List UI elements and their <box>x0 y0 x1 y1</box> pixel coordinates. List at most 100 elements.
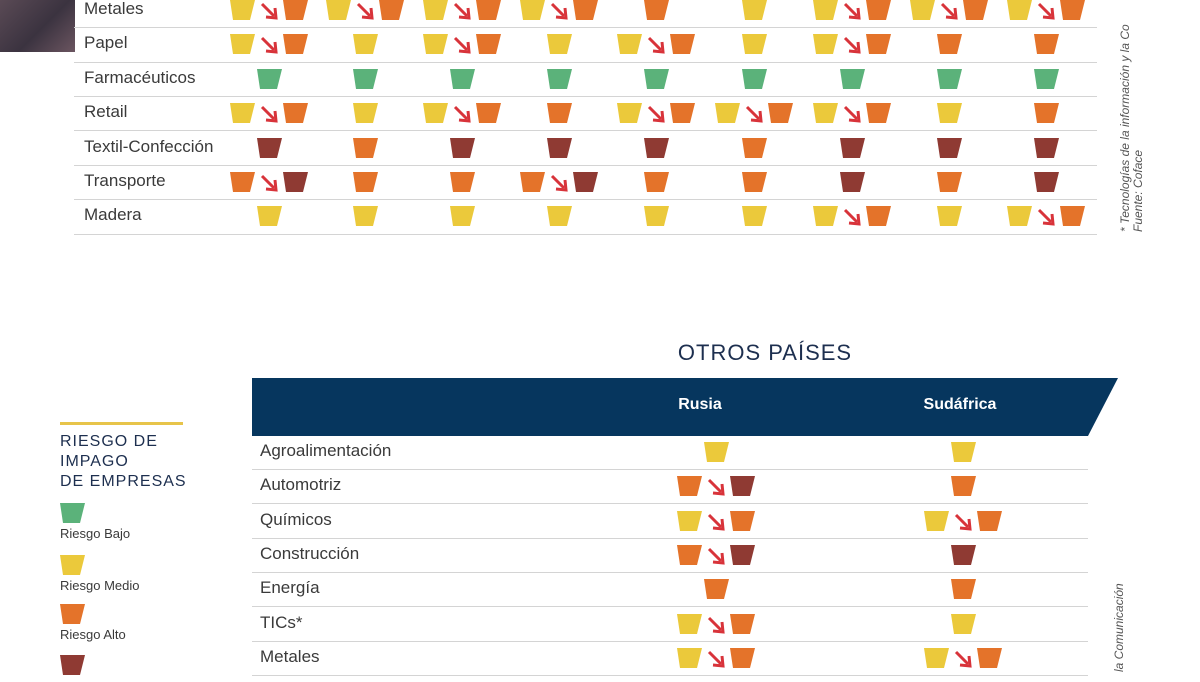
risk-flag <box>1034 68 1059 89</box>
risk-to-flag <box>866 34 891 55</box>
risk-to-flag <box>730 613 755 634</box>
table-cell <box>715 101 795 124</box>
downgrade-arrow-icon <box>453 2 471 20</box>
table-cell <box>326 0 406 20</box>
risk-to-flag <box>730 510 755 531</box>
table-cell <box>741 67 769 89</box>
legend-rule <box>60 422 183 425</box>
downgrade-arrow-icon <box>453 37 471 55</box>
table-cell <box>703 577 731 600</box>
risk-from-flag <box>813 103 838 124</box>
table-cell <box>449 204 477 227</box>
table-cell <box>546 67 574 89</box>
risk-to-flag <box>379 0 404 20</box>
photo-corner <box>0 0 75 52</box>
column-header-rusia: Rusia <box>678 396 722 413</box>
legend-label: Riesgo Bajo <box>60 526 131 541</box>
table-cell <box>1033 67 1061 89</box>
table-cell <box>950 577 978 600</box>
risk-to-flag <box>573 172 598 192</box>
downgrade-arrow-icon <box>1037 209 1055 227</box>
table-cell <box>677 543 757 565</box>
table-cell <box>1033 136 1061 158</box>
downgrade-arrow-icon <box>707 513 725 531</box>
table-cell <box>352 67 380 89</box>
row-divider <box>252 537 1088 539</box>
downgrade-arrow-icon <box>550 2 568 20</box>
table-cell <box>643 67 671 89</box>
table-cell <box>950 474 978 497</box>
risk-from-flag <box>230 172 255 192</box>
risk-flag <box>951 579 976 600</box>
table-cell <box>924 509 1004 531</box>
table-cell <box>546 101 574 124</box>
table-cell <box>643 136 671 158</box>
table-cell <box>910 0 990 20</box>
table-cell <box>617 32 697 55</box>
downgrade-arrow-icon <box>954 650 972 668</box>
risk-to-flag <box>866 103 891 124</box>
downgrade-arrow-icon <box>260 2 278 20</box>
row-label: Automotriz <box>260 475 342 495</box>
risk-from-flag <box>1007 0 1032 20</box>
risk-flag <box>937 68 962 89</box>
table-cell <box>520 0 600 20</box>
footnote-comunicacion: la Comunicación <box>1112 583 1126 672</box>
risk-to-flag <box>283 172 308 192</box>
risk-from-flag <box>813 34 838 55</box>
risk-flag <box>257 68 282 89</box>
downgrade-arrow-icon <box>707 547 725 565</box>
risk-flag <box>257 137 282 158</box>
risk-flag <box>951 544 976 565</box>
row-label: TICs* <box>260 612 303 632</box>
risk-from-flag <box>715 103 740 124</box>
table-cell <box>1033 170 1061 192</box>
downgrade-arrow-icon <box>260 106 278 123</box>
table-cell <box>449 67 477 89</box>
table-cell <box>256 136 284 158</box>
table-cell <box>352 204 380 227</box>
row-divider <box>252 503 1088 505</box>
table-cell <box>813 101 893 124</box>
downgrade-arrow-icon <box>954 513 972 531</box>
row-label: Madera <box>84 205 142 225</box>
table-cell <box>643 204 671 227</box>
risk-flag <box>353 172 378 192</box>
table-cell <box>230 0 310 20</box>
legend-swatch-muy-alto <box>60 653 88 682</box>
table-cell <box>741 204 769 227</box>
risk-flag <box>937 103 962 124</box>
risk-flag <box>450 137 475 158</box>
legend-flag <box>60 503 85 523</box>
table-cell <box>741 0 769 20</box>
table-cell <box>1033 101 1061 124</box>
risk-flag <box>547 68 572 89</box>
risk-to-flag <box>963 0 988 20</box>
row-label: Transporte <box>84 171 166 190</box>
risk-from-flag <box>520 172 545 192</box>
table-cell <box>950 440 978 462</box>
row-label: Construcción <box>260 543 360 563</box>
table-cell <box>352 101 380 124</box>
table-cell <box>546 204 574 227</box>
table-cell <box>741 136 769 158</box>
risk-to-flag <box>730 647 755 668</box>
risk-flag <box>353 206 378 227</box>
risk-from-flag <box>813 0 838 20</box>
risk-to-flag <box>977 510 1002 531</box>
risk-flag <box>1034 172 1059 192</box>
risk-to-flag <box>730 476 755 497</box>
downgrade-arrow-icon <box>707 650 725 668</box>
row-divider <box>74 61 1097 63</box>
risk-from-flag <box>924 647 949 668</box>
risk-flag <box>353 137 378 158</box>
table-cell <box>677 474 757 497</box>
downgrade-arrow-icon <box>707 479 725 496</box>
risk-flag <box>742 0 767 20</box>
risk-flag <box>937 137 962 158</box>
risk-from-flag <box>423 0 448 20</box>
table-cell <box>677 646 757 668</box>
table-cell <box>617 101 697 124</box>
risk-to-flag <box>866 206 891 227</box>
risk-from-flag <box>617 34 642 55</box>
